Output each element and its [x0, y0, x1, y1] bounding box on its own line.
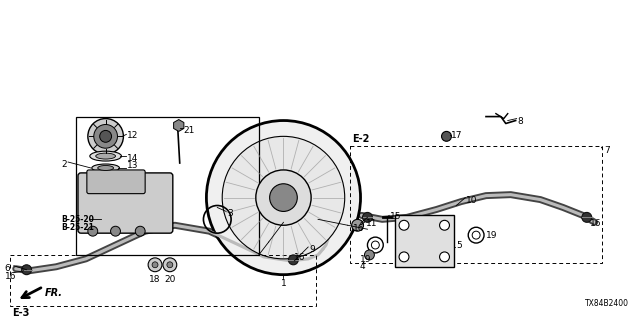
Circle shape	[167, 262, 173, 268]
Bar	[349, 146, 602, 263]
Text: 6: 6	[5, 264, 11, 273]
Circle shape	[365, 250, 374, 260]
Text: B-25-21: B-25-21	[61, 223, 94, 232]
Circle shape	[152, 262, 158, 268]
Circle shape	[88, 118, 124, 154]
Circle shape	[399, 252, 409, 262]
Text: 7: 7	[605, 146, 611, 155]
Text: 13: 13	[127, 162, 139, 171]
Bar	[76, 116, 259, 255]
Text: E-3: E-3	[12, 308, 29, 318]
Circle shape	[351, 219, 364, 231]
Ellipse shape	[96, 153, 115, 159]
Text: TX84B2400: TX84B2400	[585, 299, 629, 308]
Text: 16: 16	[353, 224, 364, 233]
Bar	[10, 255, 316, 306]
Text: 21: 21	[184, 126, 195, 135]
Text: 9: 9	[309, 245, 315, 254]
Circle shape	[207, 121, 360, 275]
Circle shape	[222, 136, 345, 259]
Circle shape	[94, 124, 118, 148]
Text: 20: 20	[164, 275, 175, 284]
Text: 14: 14	[127, 154, 139, 163]
Text: E-2: E-2	[351, 134, 369, 144]
Circle shape	[582, 212, 592, 222]
Text: 4: 4	[360, 262, 365, 271]
Text: 5: 5	[456, 241, 462, 250]
Text: 11: 11	[365, 219, 377, 228]
FancyBboxPatch shape	[87, 170, 145, 194]
Circle shape	[135, 226, 145, 236]
Circle shape	[362, 212, 372, 222]
Circle shape	[289, 255, 298, 265]
FancyBboxPatch shape	[78, 173, 173, 233]
Circle shape	[148, 258, 162, 272]
Text: 17: 17	[451, 132, 463, 140]
Circle shape	[440, 220, 449, 230]
Text: 16: 16	[589, 219, 601, 228]
Text: 10: 10	[467, 196, 477, 204]
Text: 18: 18	[149, 275, 161, 284]
Text: 2: 2	[61, 160, 67, 169]
Text: 16: 16	[5, 272, 17, 281]
Ellipse shape	[92, 164, 120, 172]
Text: 1: 1	[280, 279, 286, 288]
Text: 19: 19	[360, 255, 371, 264]
Circle shape	[399, 220, 409, 230]
Circle shape	[256, 170, 311, 225]
Circle shape	[100, 131, 111, 142]
Text: 8: 8	[518, 116, 524, 125]
Ellipse shape	[98, 165, 113, 171]
Ellipse shape	[90, 151, 122, 161]
FancyBboxPatch shape	[395, 215, 454, 267]
Circle shape	[111, 226, 120, 236]
Text: 16: 16	[294, 253, 306, 262]
Text: 15: 15	[390, 212, 402, 221]
Circle shape	[163, 258, 177, 272]
Circle shape	[88, 226, 98, 236]
Circle shape	[22, 265, 31, 275]
Text: 19: 19	[486, 231, 497, 240]
Circle shape	[442, 132, 451, 141]
Text: FR.: FR.	[44, 287, 62, 298]
Circle shape	[269, 184, 298, 212]
Text: B-25-20: B-25-20	[61, 215, 94, 224]
Circle shape	[440, 252, 449, 262]
Text: 3: 3	[227, 210, 233, 219]
Text: 12: 12	[127, 132, 139, 140]
